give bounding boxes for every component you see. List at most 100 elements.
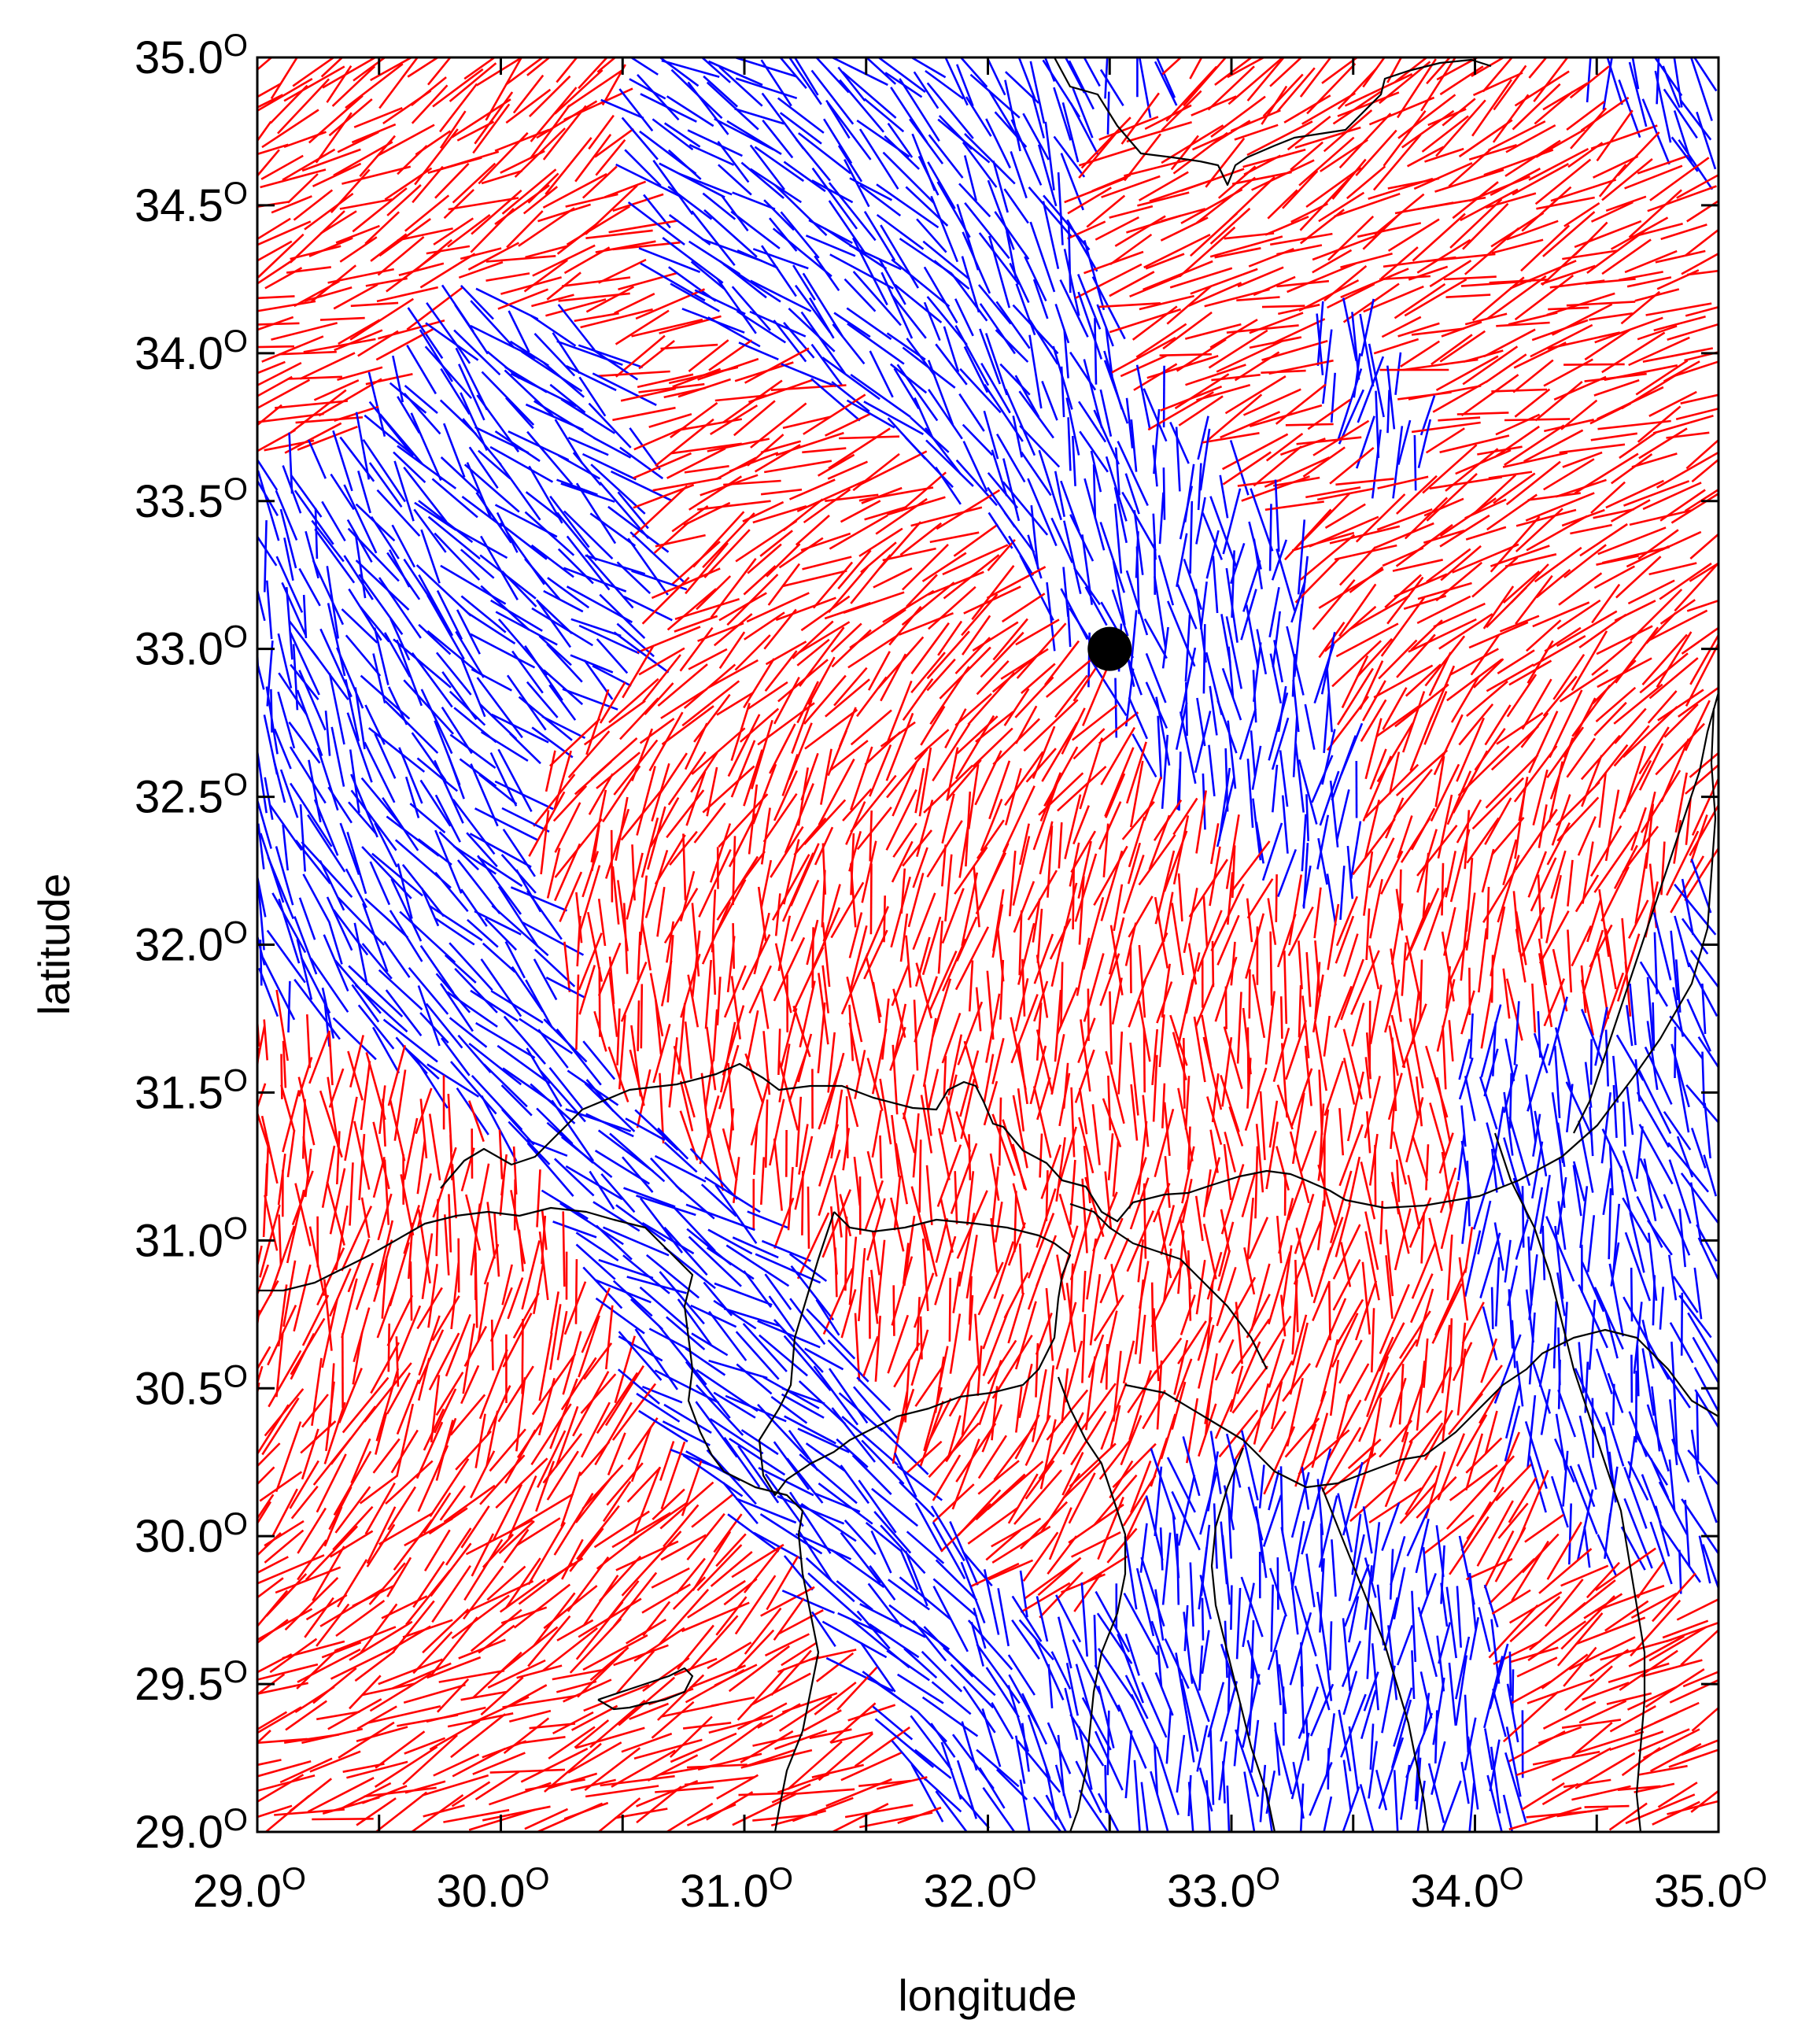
blue-segment [813, 1365, 859, 1426]
red-segment [570, 1778, 616, 1792]
red-segment [580, 308, 653, 329]
red-segment [1582, 1682, 1630, 1701]
red-segment [1486, 493, 1538, 531]
red-segment [1055, 1302, 1077, 1370]
blue-segment [362, 903, 389, 973]
red-segment [386, 1294, 414, 1346]
red-segment [718, 793, 769, 848]
blue-segment [1359, 1784, 1375, 1832]
red-segment [1017, 922, 1036, 985]
blue-segment [639, 1286, 689, 1330]
blue-segment [781, 1393, 825, 1419]
red-segment [257, 1590, 289, 1628]
red-segment [852, 452, 900, 492]
red-segment [947, 1034, 963, 1096]
blue-segment [454, 968, 498, 1014]
blue-segment [1198, 1767, 1213, 1812]
blue-segment [950, 1664, 995, 1709]
red-segment [954, 692, 992, 726]
red-segment [1460, 1322, 1467, 1367]
red-segment [856, 676, 888, 718]
red-segment [552, 785, 588, 822]
red-segment [1190, 212, 1239, 257]
red-segment [1069, 842, 1080, 887]
red-segment [1439, 330, 1486, 363]
blue-segment [1273, 640, 1283, 683]
red-segment [775, 596, 836, 622]
red-segment [1125, 741, 1147, 804]
red-segment [556, 57, 578, 83]
blue-segment [259, 940, 263, 986]
red-segment [375, 1368, 400, 1442]
red-segment [1071, 1531, 1121, 1558]
blue-segment [1469, 1013, 1474, 1059]
blue-segment [1583, 1526, 1591, 1568]
blue-segment [300, 956, 331, 1014]
blue-segment [788, 1429, 819, 1472]
red-segment [1143, 234, 1211, 269]
blue-segment [1097, 1648, 1135, 1701]
red-segment [892, 822, 917, 858]
blue-segment [872, 1705, 914, 1741]
red-segment [257, 1652, 293, 1674]
red-segment [481, 169, 523, 185]
red-segment [1458, 119, 1513, 158]
red-segment [743, 658, 775, 709]
red-segment [428, 1113, 441, 1181]
blue-segment [592, 372, 657, 406]
red-segment [1401, 691, 1426, 753]
blue-segment [593, 1201, 641, 1232]
blue-segment [1458, 1039, 1471, 1080]
blue-segment [1294, 743, 1305, 813]
red-segment [802, 447, 847, 454]
red-segment [372, 1438, 401, 1474]
red-segment [651, 567, 721, 600]
red-segment [505, 88, 552, 124]
blue-segment [288, 432, 293, 494]
blue-segment [638, 1409, 688, 1443]
red-segment [916, 799, 934, 858]
blue-segment [1486, 1122, 1505, 1186]
red-segment [1593, 155, 1639, 179]
red-segment [1110, 336, 1176, 375]
red-segment [1194, 983, 1215, 1027]
red-segment [1057, 1126, 1077, 1188]
blue-segment [1063, 249, 1080, 316]
red-segment [328, 1030, 334, 1086]
blue-segment [524, 644, 563, 701]
blue-segment [460, 595, 507, 633]
red-segment [636, 1069, 652, 1128]
blue-segment [258, 967, 279, 1017]
blue-segment [1673, 1383, 1678, 1453]
red-segment [520, 1748, 589, 1783]
red-segment [991, 651, 1042, 693]
red-segment [1378, 639, 1418, 680]
blue-segment [1572, 1165, 1582, 1217]
blue-segment [624, 149, 662, 186]
red-segment [1401, 109, 1455, 149]
blue-segment [1038, 449, 1062, 521]
blue-segment [1363, 1671, 1379, 1712]
red-segment [1567, 929, 1573, 993]
blue-segment [1187, 1782, 1194, 1832]
red-segment [1082, 896, 1105, 970]
blue-segment [1171, 1490, 1201, 1551]
blue-segment [552, 332, 581, 375]
blue-segment [1636, 1091, 1670, 1148]
blue-segment [1183, 1612, 1194, 1684]
red-segment [1235, 1402, 1271, 1460]
red-segment [773, 1138, 783, 1211]
red-segment [299, 352, 356, 380]
blue-segment [1628, 1435, 1636, 1479]
red-segment [707, 659, 759, 689]
red-segment [1613, 725, 1650, 767]
red-segment [1321, 57, 1359, 84]
red-segment [1591, 641, 1633, 676]
blue-segment [321, 988, 335, 1039]
red-segment [563, 1678, 612, 1703]
red-segment [470, 208, 515, 253]
blue-segment [1529, 1187, 1544, 1251]
blue-segment [368, 462, 403, 508]
blue-segment [779, 57, 807, 90]
red-segment [1091, 174, 1132, 193]
